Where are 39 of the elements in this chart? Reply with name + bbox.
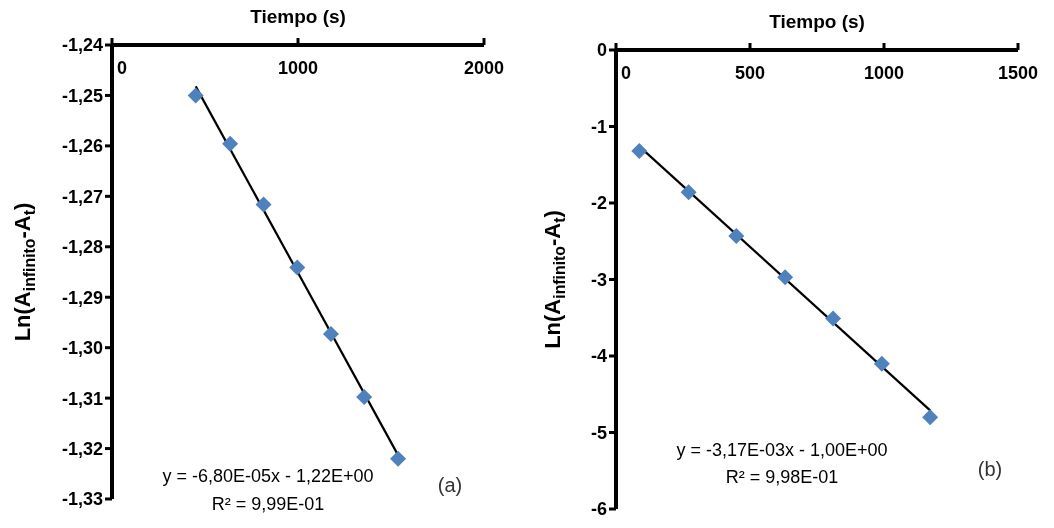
y-tick-label: -6	[590, 499, 607, 520]
annotation: R² = 9,99E-01	[211, 494, 325, 514]
x-tick-label: 1000	[277, 58, 319, 78]
point	[922, 409, 939, 426]
y-tick-label: -1,32	[61, 438, 103, 459]
y-tick-label: -1,30	[61, 338, 103, 359]
annotation: y = -3,17E-03x - 1,00E+00	[676, 440, 888, 460]
y-tick-label: -1,26	[61, 136, 103, 157]
x-axis-title: Tiempo (s)	[250, 6, 346, 27]
annotation: y = -6,80E-05x - 1,22E+00	[162, 466, 374, 486]
annotation: (b)	[977, 458, 1003, 480]
y-tick-label: -1,24	[61, 35, 103, 56]
y-tick-label: -1,33	[61, 489, 103, 510]
x-tick-label: 1000	[863, 63, 905, 83]
y-tick-label: -1,28	[61, 237, 103, 258]
x-tick-label: 2000	[463, 58, 505, 78]
y-tick-label: -1,31	[61, 388, 103, 409]
x-axis-title: Tiempo (s)	[769, 11, 865, 32]
y-tick-label: -3	[590, 269, 607, 290]
annotation: (a)	[437, 474, 463, 496]
x-tick-label: 500	[734, 63, 766, 83]
x-tick-label: 0	[621, 63, 632, 83]
y-tick-label: -2	[590, 193, 607, 214]
point	[777, 269, 794, 286]
y-tick-label: -1,29	[61, 287, 103, 308]
y-tick-label: -1,25	[61, 85, 103, 106]
x-tick-label: 1500	[997, 63, 1039, 83]
y-tick-label: -4	[590, 346, 607, 367]
point	[631, 142, 648, 159]
y-tick-label: -5	[590, 422, 607, 443]
point	[873, 355, 890, 372]
annotation: R² = 9,98E-01	[725, 467, 839, 487]
y-tick-label: 0	[596, 40, 607, 61]
y-tick-label: -1,27	[61, 186, 103, 207]
point	[825, 310, 842, 327]
point	[728, 227, 745, 244]
y-tick-label: -1	[590, 116, 607, 137]
point	[680, 184, 697, 201]
x-tick-label: 0	[117, 58, 128, 78]
